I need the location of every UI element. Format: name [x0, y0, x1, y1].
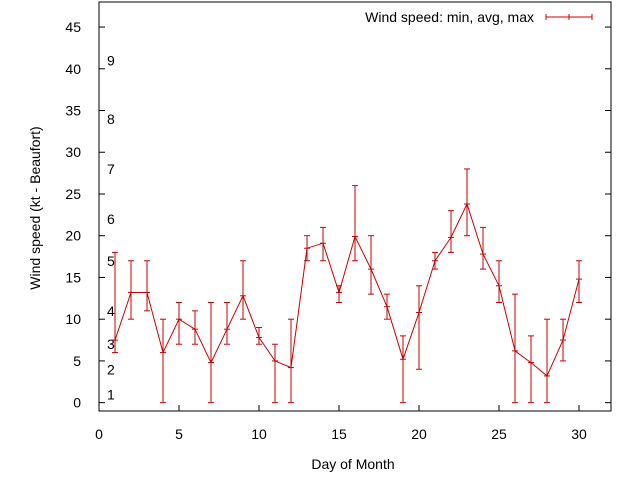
beaufort-label: 8	[107, 111, 115, 127]
y-tick-label: 25	[65, 186, 81, 202]
beaufort-label: 1	[107, 386, 115, 402]
error-bar	[416, 285, 422, 370]
y-axis-label: Wind speed (kt - Beaufort)	[27, 126, 43, 289]
x-tick-label: 0	[95, 426, 103, 442]
error-bar	[400, 335, 406, 404]
error-bar	[224, 301, 230, 345]
error-bar	[144, 260, 150, 312]
x-axis-label: Day of Month	[311, 456, 394, 472]
x-tick-label: 20	[411, 426, 427, 442]
beaufort-label: 5	[107, 253, 115, 269]
y-tick-label: 20	[65, 228, 81, 244]
plot-frame	[98, 1, 612, 412]
error-bar	[240, 260, 246, 320]
beaufort-label: 3	[107, 336, 115, 352]
y-tick-label: 45	[65, 19, 81, 35]
axes	[98, 1, 612, 412]
y-tick-label: 35	[65, 103, 81, 119]
error-bar	[336, 285, 342, 303]
error-bar	[576, 260, 582, 303]
y-tick-label: 30	[65, 144, 81, 160]
error-bar	[496, 260, 502, 303]
error-bar	[256, 327, 262, 345]
series-avg-line	[114, 202, 580, 377]
beaufort-label: 9	[107, 52, 115, 68]
error-bar	[112, 251, 118, 354]
x-tick-label: 5	[175, 426, 183, 442]
beaufort-label: 6	[107, 211, 115, 227]
y-tick-label: 10	[65, 311, 81, 327]
x-tick-label: 25	[491, 426, 507, 442]
x-tick-label: 10	[251, 426, 267, 442]
series-line-layer	[114, 202, 580, 377]
error-bar	[128, 260, 134, 320]
beaufort-label: 4	[107, 303, 115, 319]
error-bar	[288, 318, 294, 404]
x-tick-label: 15	[331, 426, 347, 442]
error-bar	[544, 318, 550, 404]
x-tick-label: 30	[571, 426, 587, 442]
error-bar	[272, 343, 278, 404]
error-bar	[512, 293, 518, 404]
error-bar	[368, 235, 374, 295]
error-bar	[448, 210, 454, 253]
y-tick-label: 0	[73, 395, 81, 411]
legend-label: Wind speed: min, avg, max	[365, 9, 534, 25]
y-tick-label: 5	[73, 353, 81, 369]
y-tick-label: 40	[65, 61, 81, 77]
error-bars	[112, 168, 582, 404]
error-bar	[160, 318, 166, 404]
error-bar	[352, 185, 358, 262]
beaufort-label: 2	[107, 361, 115, 377]
legend: Wind speed: min, avg, max	[365, 9, 593, 25]
beaufort-labels: 1 2 3 4 5 6 7 8 9	[107, 52, 115, 402]
error-bar	[208, 301, 214, 404]
y-tick-label: 15	[65, 269, 81, 285]
beaufort-label: 7	[107, 161, 115, 177]
error-bar	[528, 335, 534, 404]
error-bar	[464, 168, 470, 237]
